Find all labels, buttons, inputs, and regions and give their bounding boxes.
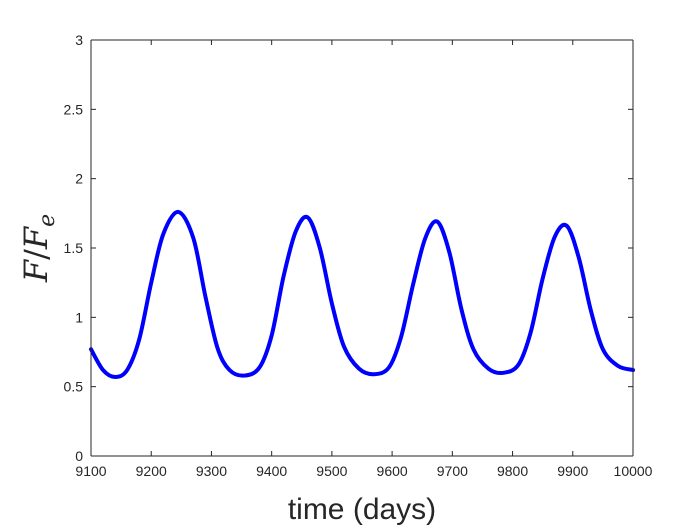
x-tick-label: 9800 [497, 463, 528, 479]
y-tick-label: 2 [75, 171, 83, 187]
y-axis-title-subscript: e [35, 214, 60, 227]
x-tick-label: 9100 [75, 463, 106, 479]
y-tick-label: 3 [75, 32, 83, 48]
x-tick-label: 9500 [316, 463, 347, 479]
x-tick-label: 9200 [136, 463, 167, 479]
y-tick-label: 0 [75, 448, 83, 464]
y-axis-title-slash: / [17, 249, 55, 260]
x-tick-label: 9700 [437, 463, 468, 479]
y-axis-title: F/Fe [17, 214, 60, 283]
x-axis-title: time (days) [288, 493, 436, 526]
y-tick-label: 1.5 [64, 240, 84, 256]
x-tick-label: 10000 [614, 463, 653, 479]
y-tick-label: 2.5 [64, 101, 84, 117]
x-tick-label: 9300 [196, 463, 227, 479]
x-tick-label: 9900 [557, 463, 588, 479]
x-tick-marks [90, 40, 634, 456]
data-line [89, 209, 635, 379]
plot-area [91, 40, 633, 456]
y-tick-labels: 0 0.5 1 1.5 2 2.5 3 [64, 32, 84, 464]
y-axis-title-denominator: F [17, 225, 55, 250]
x-tick-labels: 9100 9200 9300 9400 9500 9600 9700 9800 9900 1000… [75, 463, 652, 479]
y-tick-marks [91, 39, 633, 457]
y-tick-label: 0.5 [64, 379, 84, 395]
x-tick-label: 9400 [256, 463, 287, 479]
x-tick-label: 9600 [377, 463, 408, 479]
y-tick-label: 1 [75, 309, 83, 325]
y-axis-title-numerator: F [17, 258, 55, 283]
